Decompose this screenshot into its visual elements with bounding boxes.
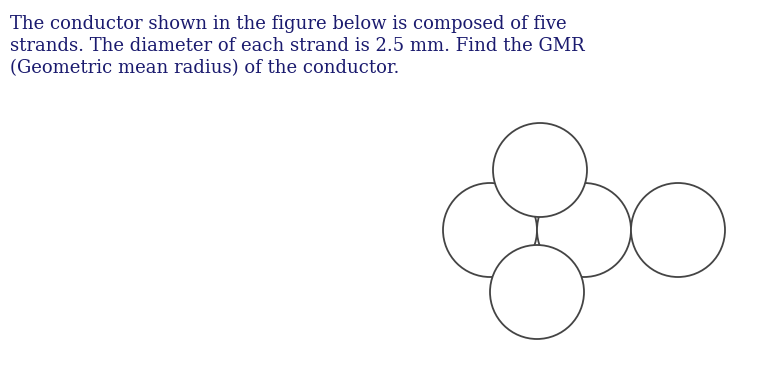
Circle shape (490, 245, 584, 339)
Text: The conductor shown in the figure below is composed of five: The conductor shown in the figure below … (10, 15, 567, 33)
Circle shape (443, 183, 537, 277)
Text: strands. The diameter of each strand is 2.5 mm. Find the GMR: strands. The diameter of each strand is … (10, 37, 584, 55)
Text: (Geometric mean radius) of the conductor.: (Geometric mean radius) of the conductor… (10, 59, 400, 77)
Circle shape (631, 183, 725, 277)
Circle shape (537, 183, 631, 277)
Circle shape (493, 123, 587, 217)
